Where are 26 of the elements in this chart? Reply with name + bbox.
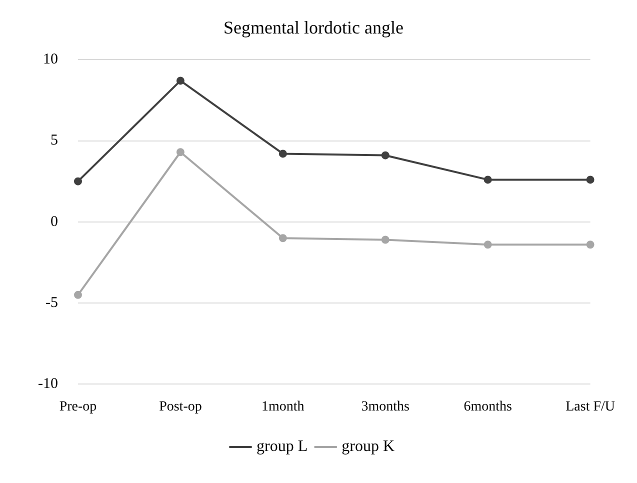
point <box>74 177 82 186</box>
point <box>484 176 492 184</box>
point <box>586 240 594 249</box>
legend-label: group L <box>256 438 308 456</box>
point <box>278 234 287 242</box>
point <box>381 236 390 244</box>
y-tick-label: 5 <box>50 132 58 149</box>
chart-title: Segmental lordotic angle <box>224 18 404 38</box>
point <box>586 176 594 184</box>
x-tick-label: 6months <box>464 399 512 414</box>
x-tick-label: 3months <box>361 399 410 414</box>
y-tick-label: -5 <box>45 294 58 311</box>
x-tick-label: Post-op <box>159 399 202 414</box>
x-tick-label: Pre-op <box>59 399 97 414</box>
legend-label: group K <box>342 438 395 456</box>
point <box>74 290 82 299</box>
y-tick-label: -10 <box>38 376 58 392</box>
x-tick-label: Last F/U <box>566 399 615 414</box>
point <box>484 240 492 249</box>
y-tick-label: 10 <box>42 52 58 68</box>
y-tick-label: 0 <box>50 214 58 230</box>
point <box>381 151 390 160</box>
point <box>176 76 184 85</box>
x-tick-label: 1month <box>262 399 304 414</box>
point <box>176 148 184 156</box>
point <box>278 150 287 158</box>
